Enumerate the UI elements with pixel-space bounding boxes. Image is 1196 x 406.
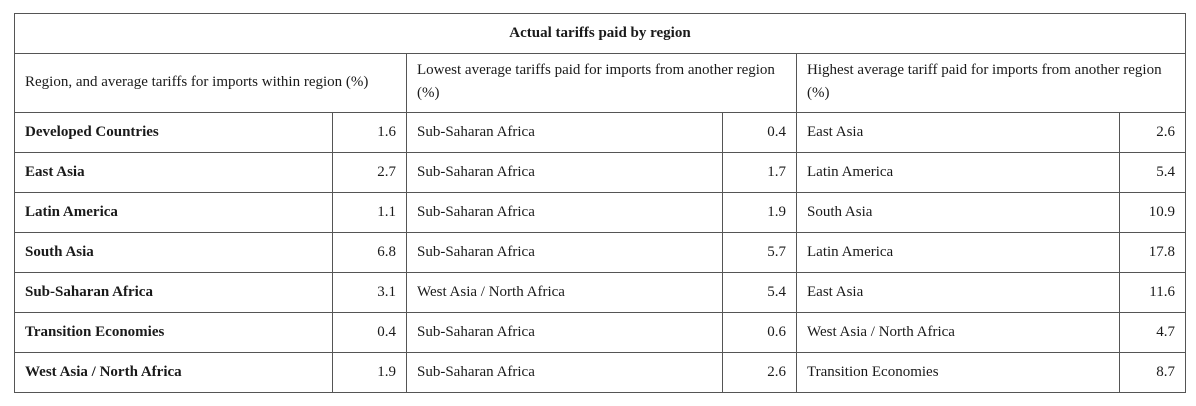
highest-tariff-value-cell: 8.7: [1119, 352, 1186, 393]
highest-tariff-value-cell: 4.7: [1119, 312, 1186, 353]
region-cell: South Asia: [14, 232, 333, 273]
lowest-tariff-value-cell: 5.4: [722, 272, 797, 313]
region-cell: Sub-Saharan Africa: [14, 272, 333, 313]
lowest-tariff-value-cell: 0.4: [722, 112, 797, 153]
within-region-tariff-cell: 3.1: [332, 272, 407, 313]
region-cell: West Asia / North Africa: [14, 352, 333, 393]
lowest-tariff-region-cell: Sub-Saharan Africa: [406, 232, 723, 273]
table-row: East Asia 2.7 Sub-Saharan Africa 1.7 Latin A…: [14, 152, 1186, 193]
lowest-tariff-region-cell: Sub-Saharan Africa: [406, 152, 723, 193]
highest-tariff-region-cell: East Asia: [796, 112, 1120, 153]
lowest-tariff-region-cell: Sub-Saharan Africa: [406, 352, 723, 393]
within-region-tariff-cell: 1.1: [332, 192, 407, 233]
region-cell: Developed Countries: [14, 112, 333, 153]
table-header-row: Region, and average tariffs for imports …: [14, 53, 1186, 113]
header-highest-tariff: Highest average tariff paid for imports …: [796, 53, 1186, 113]
header-lowest-tariff: Lowest average tariffs paid for imports …: [406, 53, 797, 113]
lowest-tariff-region-cell: Sub-Saharan Africa: [406, 112, 723, 153]
lowest-tariff-value-cell: 0.6: [722, 312, 797, 353]
table-row: West Asia / North Africa 1.9 Sub-Saharan A…: [14, 352, 1186, 393]
lowest-tariff-value-cell: 5.7: [722, 232, 797, 273]
table-row: South Asia 6.8 Sub-Saharan Africa 5.7 Latin …: [14, 232, 1186, 273]
highest-tariff-region-cell: Latin America: [796, 232, 1120, 273]
region-cell: East Asia: [14, 152, 333, 193]
table-row: Transition Economies 0.4 Sub-Saharan Afric…: [14, 312, 1186, 353]
highest-tariff-value-cell: 11.6: [1119, 272, 1186, 313]
lowest-tariff-region-cell: West Asia / North Africa: [406, 272, 723, 313]
within-region-tariff-cell: 1.9: [332, 352, 407, 393]
highest-tariff-region-cell: Transition Economies: [796, 352, 1120, 393]
table-title: Actual tariffs paid by region: [14, 13, 1186, 54]
lowest-tariff-region-cell: Sub-Saharan Africa: [406, 192, 723, 233]
highest-tariff-value-cell: 17.8: [1119, 232, 1186, 273]
lowest-tariff-value-cell: 1.7: [722, 152, 797, 193]
tariffs-table: Actual tariffs paid by region Region, an…: [14, 13, 1186, 393]
within-region-tariff-cell: 1.6: [332, 112, 407, 153]
highest-tariff-region-cell: Latin America: [796, 152, 1120, 193]
highest-tariff-value-cell: 10.9: [1119, 192, 1186, 233]
table-row: Developed Countries 1.6 Sub-Saharan Africa…: [14, 112, 1186, 153]
highest-tariff-region-cell: East Asia: [796, 272, 1120, 313]
highest-tariff-value-cell: 5.4: [1119, 152, 1186, 193]
within-region-tariff-cell: 2.7: [332, 152, 407, 193]
table-row: Sub-Saharan Africa 3.1 West Asia / North A…: [14, 272, 1186, 313]
table-body: Developed Countries 1.6 Sub-Saharan Africa…: [14, 112, 1186, 393]
table-title-row: Actual tariffs paid by region: [14, 13, 1186, 54]
region-cell: Latin America: [14, 192, 333, 233]
within-region-tariff-cell: 6.8: [332, 232, 407, 273]
highest-tariff-region-cell: South Asia: [796, 192, 1120, 233]
highest-tariff-value-cell: 2.6: [1119, 112, 1186, 153]
lowest-tariff-value-cell: 2.6: [722, 352, 797, 393]
lowest-tariff-region-cell: Sub-Saharan Africa: [406, 312, 723, 353]
highest-tariff-region-cell: West Asia / North Africa: [796, 312, 1120, 353]
lowest-tariff-value-cell: 1.9: [722, 192, 797, 233]
region-cell: Transition Economies: [14, 312, 333, 353]
within-region-tariff-cell: 0.4: [332, 312, 407, 353]
table-row: Latin America 1.1 Sub-Saharan Africa 1.9 Sou…: [14, 192, 1186, 233]
header-within-region: Region, and average tariffs for imports …: [14, 53, 407, 113]
